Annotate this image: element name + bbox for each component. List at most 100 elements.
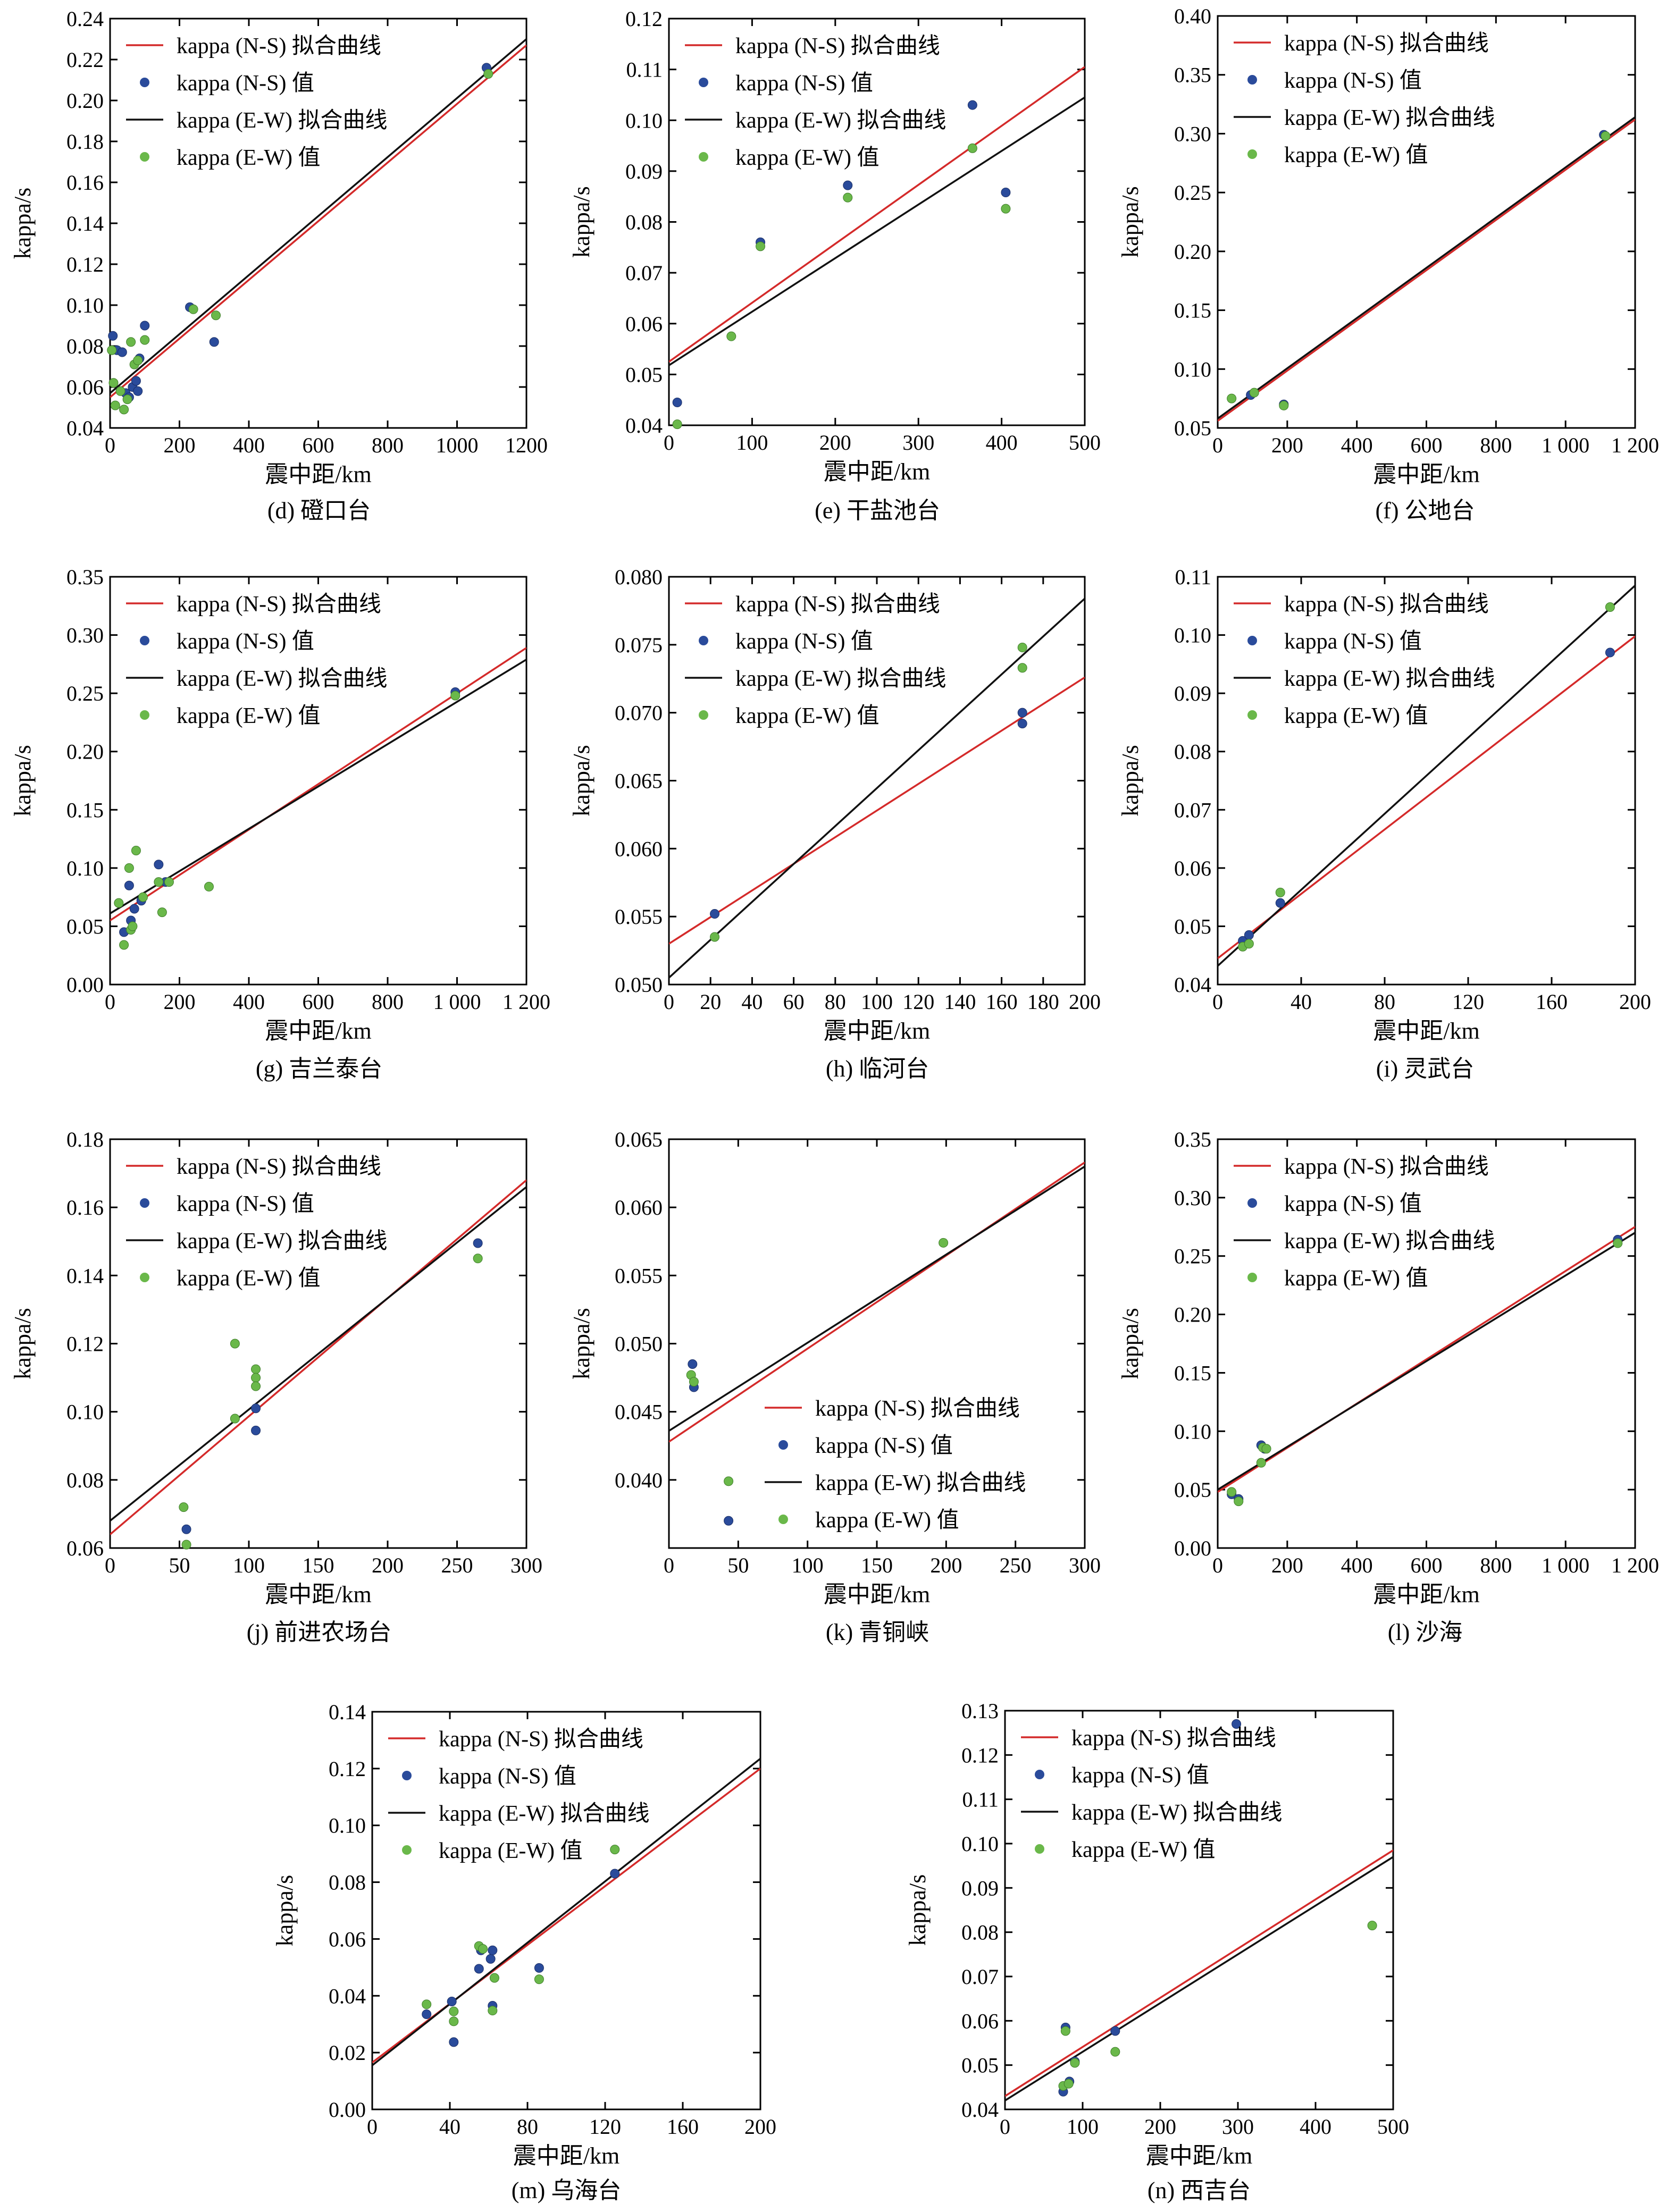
legend: kappa (N-S) 拟合曲线 kappa (N-S) 值 kappa (E-W)… [1234,592,1495,728]
ns-data-point [181,1524,191,1534]
ew-data-point [119,405,129,415]
ew-data-point [473,1254,483,1264]
x-tick-label: 40 [741,990,763,1014]
x-tick-label: 400 [233,990,265,1014]
ew-data-point [1601,131,1611,141]
ew-data-point [124,863,134,873]
y-tick-label: 0.09 [961,1876,999,1900]
legend-ns-fit-label: kappa (N-S) 拟合曲线 [177,592,381,617]
x-tick-label: 250 [1000,1553,1032,1577]
legend: kappa (N-S) 拟合曲线 kappa (N-S) 值 kappa (E-W)… [126,592,388,728]
x-tick-label: 80 [825,990,846,1014]
chart-panel: 0 100 200 300 400 500 0.04 0.05 0.06 0.07 0.08 0.09… [568,7,1101,524]
ew-data-point [534,1974,544,1984]
ew-data-point [108,378,119,388]
y-tick-label: 0.00 [329,2098,366,2122]
ew-data-point [1256,1458,1266,1468]
x-tick-label: 80 [1374,990,1395,1014]
x-tick-label: 0 [664,1553,674,1577]
x-tick-label: 40 [439,2115,460,2139]
ew-data-point [1261,1444,1271,1454]
y-tick-label: 0.18 [66,1128,104,1151]
ew-data-point [140,335,150,345]
ew-data-point [133,355,143,365]
legend-ns-fit-label: kappa (N-S) 拟合曲线 [177,34,381,58]
panel-caption: (m) 乌海台 [512,2177,622,2203]
y-tick-label: 0.12 [625,7,663,31]
x-tick-label: 200 [819,431,851,455]
y-tick-label: 0.05 [961,2054,999,2078]
y-tick-label: 0.08 [66,1468,104,1492]
ns-fit-line [669,1162,1085,1443]
legend-ns-value-label: kappa (N-S) 值 [1284,1192,1422,1216]
ew-data-point [107,345,117,355]
plot-frame [1217,576,1636,986]
ns-data-point [1110,2026,1120,2036]
x-tick-label: 1 000 [1542,433,1589,457]
legend-ew-fit-label: kappa (E-W) 拟合曲线 [735,667,947,691]
y-tick-label: 0.040 [615,1468,663,1492]
y-tick-label: 0.16 [66,1196,104,1219]
ns-data-point [1017,719,1027,729]
ns-data-point [1001,188,1011,198]
y-tick-label: 0.055 [615,905,663,929]
legend-ns-fit-label: kappa (N-S) 拟合曲线 [439,1727,643,1752]
y-tick-label: 0.07 [961,1965,999,1989]
legend-ns-value-marker [1247,636,1257,645]
legend: kappa (N-S) 拟合曲线 kappa (N-S) 值 kappa (E-W)… [685,592,947,728]
ew-fit-line [110,1186,526,1522]
ew-data-point [1227,1487,1237,1497]
ew-data-point [689,1377,699,1387]
ns-data-point [1275,898,1285,908]
ns-fit-line [669,66,1085,363]
legend-ns-value-label: kappa (N-S) 值 [1284,69,1422,93]
ns-fit-line [1005,1849,1393,2097]
legend-ns-fit-label: kappa (N-S) 拟合曲线 [735,34,940,58]
x-axis-label: 震中距/km [824,1018,930,1044]
y-tick-label: 0.04 [329,1984,366,2008]
ew-data-point [188,304,198,314]
panel-caption: (i) 灵武台 [1376,1056,1475,1082]
x-axis-label: 震中距/km [265,1018,371,1044]
panel-caption: (f) 公地台 [1376,498,1475,524]
ns-data-point [251,1425,261,1435]
y-tick-label: 0.22 [66,48,104,72]
y-tick-label: 0.06 [961,2009,999,2033]
y-tick-label: 0.10 [66,856,104,880]
x-tick-label: 1 000 [1542,1553,1589,1577]
y-tick-label: 0.08 [329,1871,366,1895]
y-tick-label: 0.30 [66,624,104,647]
x-tick-label: 400 [1300,2115,1331,2139]
x-axis-label: 震中距/km [265,461,371,487]
ns-data-point [473,1238,483,1248]
ns-data-point [131,376,141,386]
legend: kappa (N-S) 拟合曲线 kappa (N-S) 值 kappa (E-W)… [685,34,947,170]
y-tick-label: 0.35 [1174,1128,1211,1151]
plot-frame [1217,1138,1636,1549]
y-tick-label: 0.18 [66,130,104,154]
ew-data-point [131,845,141,855]
ew-data-point [449,2006,459,2016]
x-tick-label: 1200 [505,433,548,457]
ew-fit-line [669,96,1085,366]
y-tick-label: 0.20 [66,740,104,764]
y-axis-label: kappa/s [1117,1308,1143,1379]
ns-data-point [843,180,853,190]
y-tick-label: 0.06 [625,312,663,336]
legend-ew-value-marker [1247,149,1257,159]
ns-data-point [1017,708,1027,718]
ew-fit-line [1218,116,1635,419]
x-tick-label: 200 [1271,433,1303,457]
plot-frame [109,1138,527,1549]
y-tick-label: 0.13 [961,1699,999,1723]
x-axis-label: 震中距/km [1373,461,1479,487]
legend-ns-value-marker [699,78,708,87]
legend: kappa (N-S) 拟合曲线 kappa (N-S) 值 kappa (E-W)… [765,1397,1026,1533]
ew-data-point [478,1944,488,1954]
y-tick-label: 0.04 [1174,973,1211,997]
y-tick-label: 0.04 [66,416,104,440]
legend-ns-value-label: kappa (N-S) 值 [1284,629,1422,654]
y-tick-label: 0.09 [625,159,663,183]
panel-caption: (g) 吉兰泰台 [256,1056,382,1082]
ew-data-point [1063,2079,1074,2089]
